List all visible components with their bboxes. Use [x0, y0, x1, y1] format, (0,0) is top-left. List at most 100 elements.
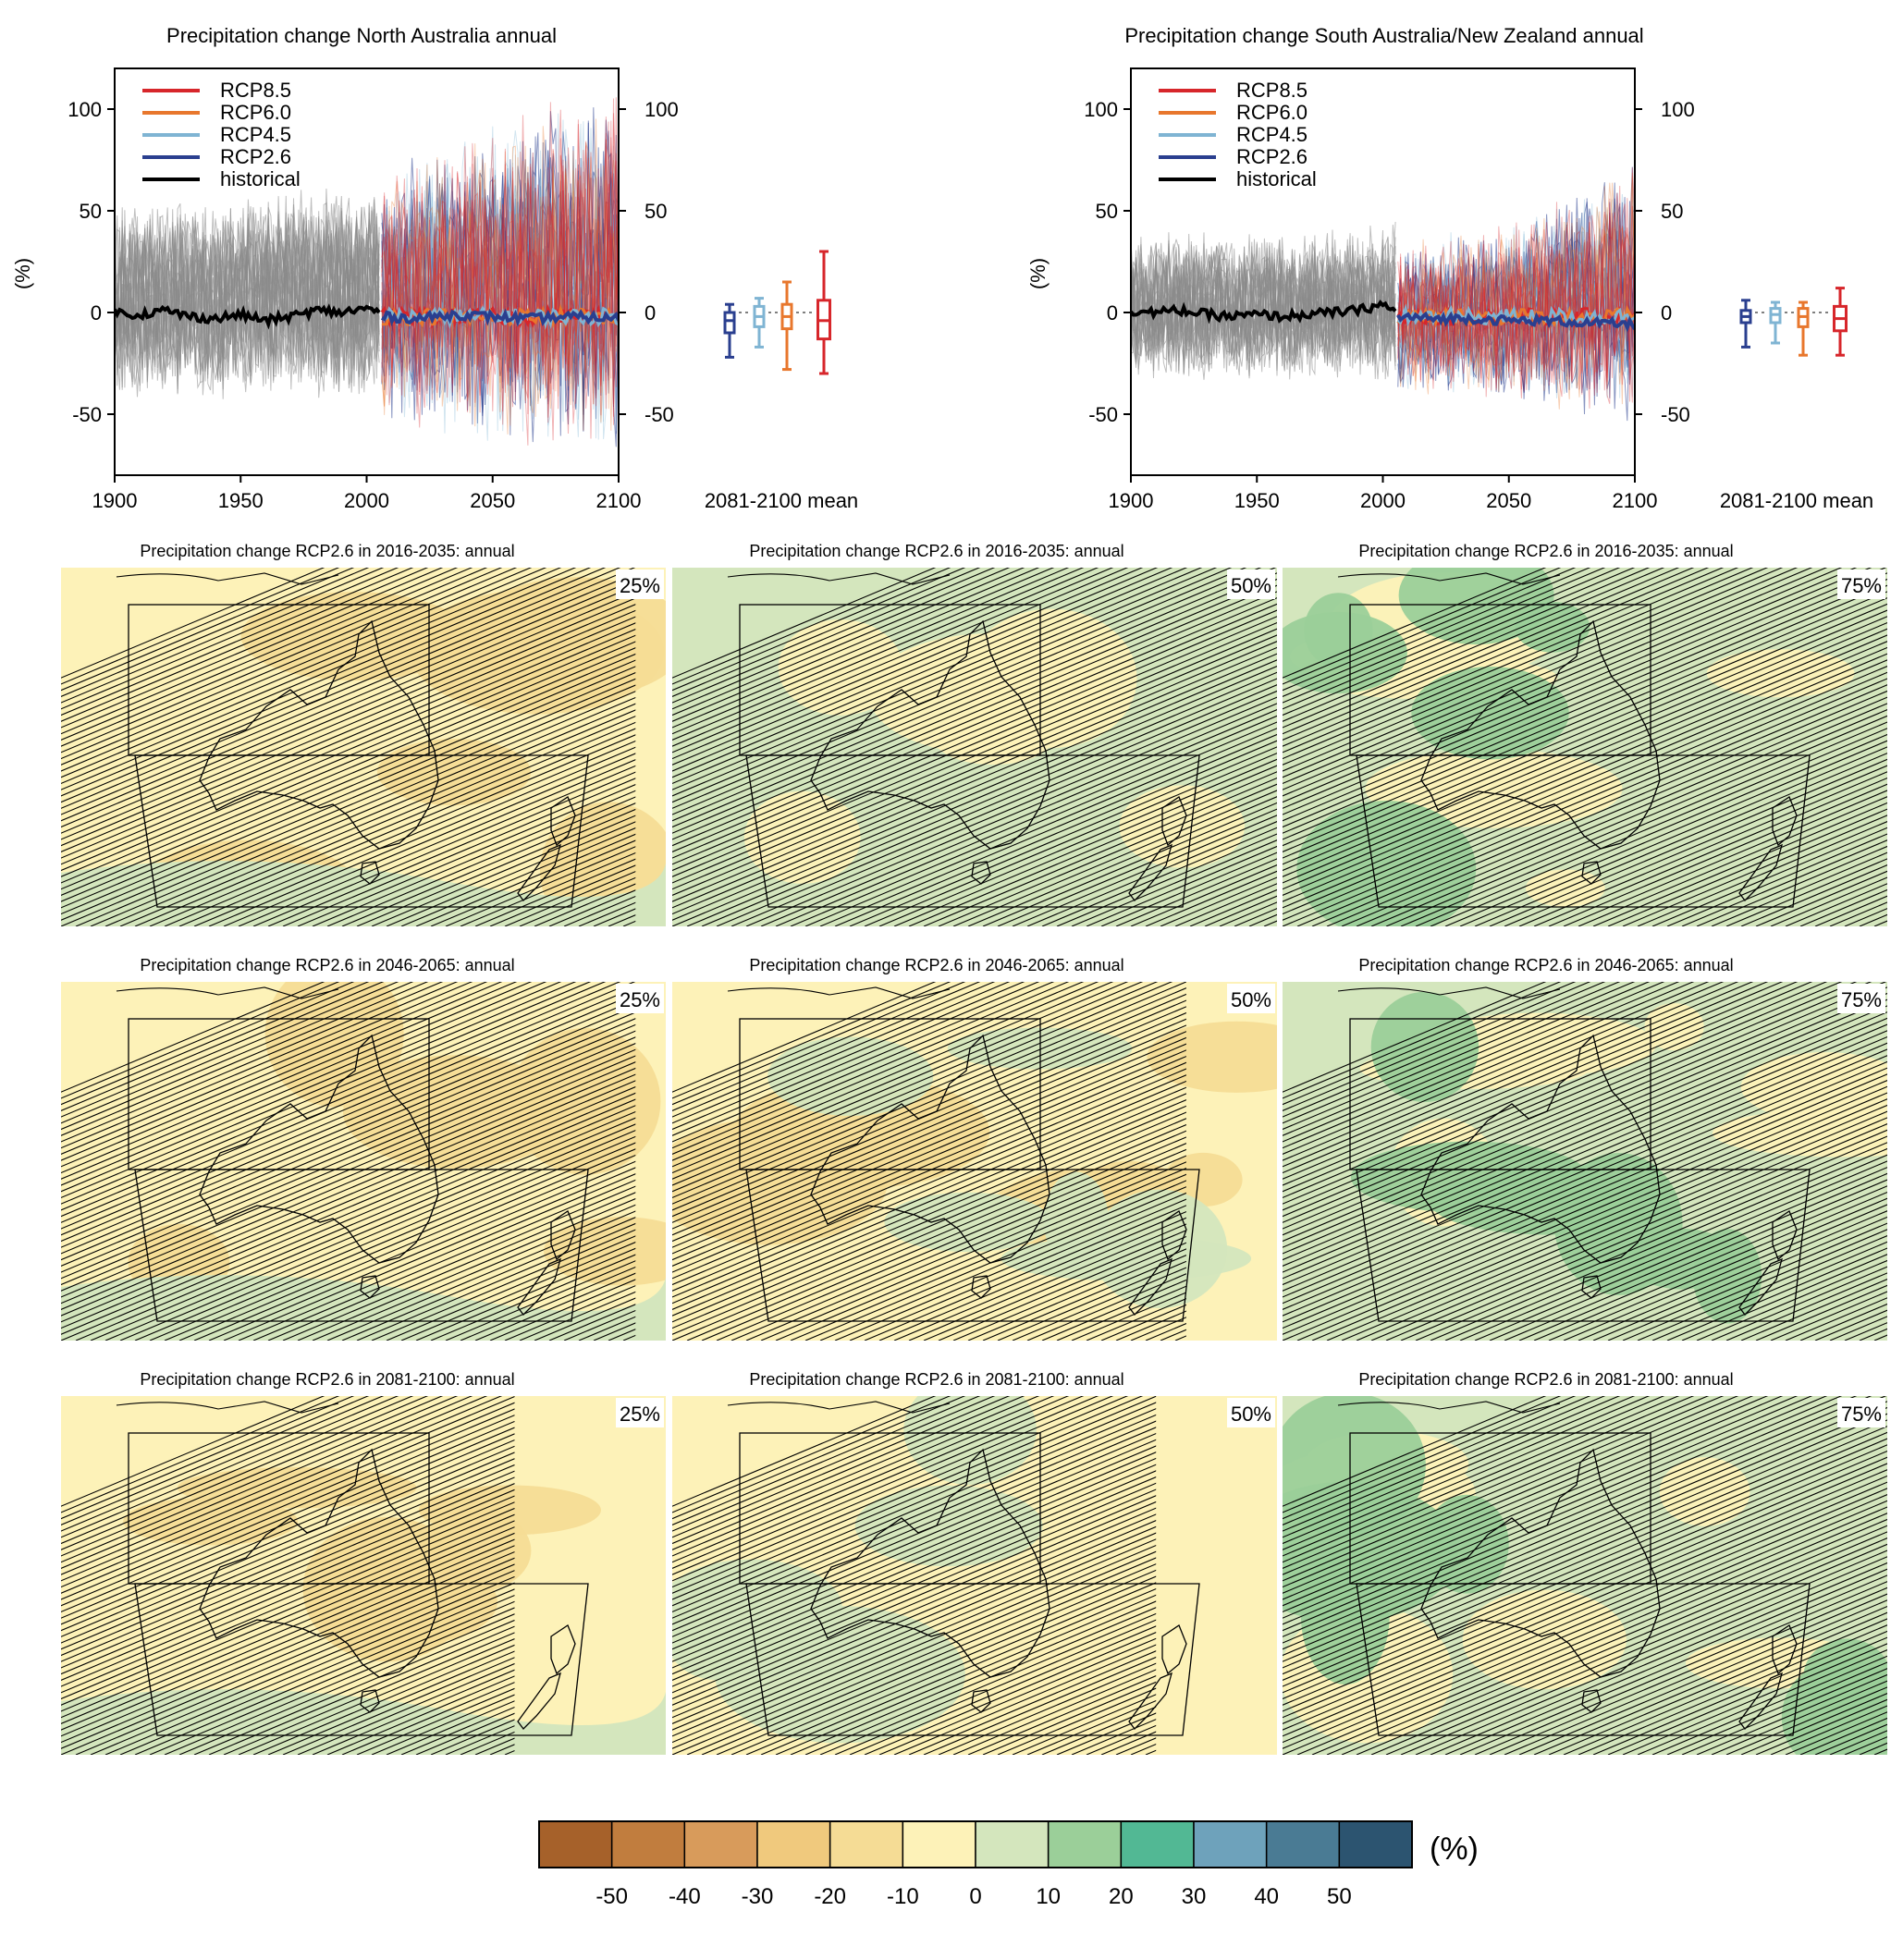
rcp45-member-line: [1397, 207, 1635, 382]
map-change-patch: [419, 1509, 532, 1592]
map-change-patch: [1163, 1152, 1243, 1207]
y-tick-label-left: 0: [1107, 301, 1118, 325]
rcp45-member-line: [1397, 199, 1635, 398]
map-hatch-group: [1283, 982, 1887, 1341]
ts2-title: Precipitation change South Australia/New…: [1124, 24, 1643, 47]
map-coast-indonesia: [116, 1401, 339, 1414]
map-hatching: [61, 982, 636, 1341]
map-hatch-group: [61, 1396, 515, 1755]
legend-label: RCP2.6: [220, 145, 291, 168]
colorbar-swatch: [610, 1820, 686, 1868]
y-tick-label-right: 0: [645, 301, 656, 325]
maps-grid: Precipitation change RCP2.6 in 2016-2035…: [61, 542, 1887, 1755]
colorbar-tick-label: -20: [814, 1884, 846, 1909]
ts2-clipped: [1131, 166, 1635, 422]
rcp85-member-line: [1397, 215, 1635, 403]
map-content: [61, 568, 666, 926]
ts2-ylabel: (%): [1026, 258, 1050, 289]
map-coast-nz-north: [550, 1624, 576, 1675]
y-tick-label-right: 100: [1661, 98, 1695, 121]
colorbar-swatch: [1120, 1820, 1195, 1868]
map-coast-nz-north: [1161, 1624, 1187, 1675]
y-tick-label-right: 50: [645, 200, 667, 223]
ts2-box-label: 2081-2100 mean: [1720, 489, 1873, 512]
colorbar-swatch: [902, 1820, 976, 1868]
rcp85-member-line: [381, 124, 619, 418]
map-hatch-group: [61, 568, 636, 926]
map-percentile-label: 75%: [1841, 574, 1882, 597]
rcp45-member-line: [1397, 225, 1635, 398]
map-content: [672, 1396, 1277, 1755]
colorbar-swatch: [1338, 1820, 1413, 1868]
rcp45-member-line: [381, 123, 619, 441]
rcp45-member-line: [381, 142, 619, 423]
map-region-south-australia-nz: [134, 754, 589, 908]
map-percentile-label: 75%: [1841, 1403, 1882, 1426]
map-percentile-bg: [616, 984, 664, 1013]
map-coast-nz-south: [1128, 1672, 1172, 1730]
map-title-r2c2: Precipitation change RCP2.6 in 2081-2100…: [1358, 1370, 1733, 1389]
ts1-clipped: [115, 97, 619, 454]
map-coast-australia: [810, 619, 1050, 850]
map-coast-nz-north: [1161, 1210, 1187, 1261]
colorbar-frame: [538, 1820, 1413, 1868]
map-coast-indonesia: [116, 986, 339, 999]
map-title-r0c0: Precipitation change RCP2.6 in 2016-2035…: [140, 542, 514, 560]
map-region-south-australia-nz: [134, 1583, 589, 1736]
map-hatch-group: [1283, 1396, 1887, 1755]
colorbar-tick-label: 20: [1109, 1884, 1134, 1909]
map-coast-nz-south: [1128, 843, 1172, 901]
x-tick-label: 1900: [92, 489, 138, 512]
map-panel-r2c1: 50%: [672, 1396, 1277, 1755]
map-hatching: [1283, 568, 1887, 926]
rcp85-member-line: [381, 98, 619, 414]
colorbar-tick-label: 10: [1036, 1884, 1061, 1909]
colorbar: (%) -50 -40 -30 -20 -10 0 10 20 30 40 50: [538, 1820, 1479, 1909]
map-hatching: [672, 568, 1277, 926]
map-coast-nz-north: [1161, 796, 1187, 847]
y-tick-label-right: 50: [1661, 200, 1683, 223]
map-coast-nz-north: [1772, 796, 1798, 847]
colorbar-swatch: [1265, 1820, 1341, 1868]
map-percentile-label: 25%: [620, 1403, 660, 1426]
map-hatching: [672, 982, 1186, 1341]
map-percentile-bg: [1837, 1398, 1885, 1427]
map-coast-indonesia: [1337, 986, 1561, 999]
rcp60-member-line: [381, 118, 619, 431]
map-change-patch: [1304, 593, 1373, 668]
colorbar-swatch: [756, 1820, 831, 1868]
map-percentile-bg: [616, 570, 664, 599]
map-hatching: [672, 1396, 1157, 1755]
x-tick-label: 2100: [596, 489, 642, 512]
map-panel-r1c2: 75%: [1283, 982, 1887, 1341]
colorbar-swatch: [829, 1820, 904, 1868]
colorbar-tick-label: -50: [595, 1884, 628, 1909]
y-tick-label-left: -50: [1088, 403, 1118, 426]
map-region-south-australia-nz: [134, 1169, 589, 1322]
box-body: [723, 311, 736, 335]
colorbar-swatch: [538, 1820, 613, 1868]
rcp85-member-line: [381, 153, 619, 439]
map-coast-nz-south: [1738, 843, 1783, 901]
rcp45-member-line: [381, 130, 619, 437]
ts1-axes: 1900 1950 2000 2050 2100 100 100 50 50 0 0 -50 -50: [68, 98, 678, 512]
map-title-r2c0: Precipitation change RCP2.6 in 2081-2100…: [140, 1370, 514, 1389]
colorbar-tick-label: 30: [1182, 1884, 1207, 1909]
timeseries-north-australia: Precipitation change North Australia ann…: [11, 24, 858, 512]
rcp85-member-line: [381, 102, 619, 412]
map-percentile-bg: [616, 1398, 664, 1427]
legend-label: historical: [220, 167, 301, 190]
y-tick-label-left: 50: [1096, 200, 1118, 223]
map-coast-nz-south: [517, 1672, 561, 1730]
colorbar-tick-label: -30: [742, 1884, 774, 1909]
colorbar-swatch: [975, 1820, 1050, 1868]
map-hatching: [61, 1396, 515, 1755]
legend-label: RCP4.5: [1236, 123, 1308, 146]
rcp85-member-line: [1397, 198, 1635, 391]
map-coast-nz-south: [1738, 1257, 1783, 1316]
map-title-r0c1: Precipitation change RCP2.6 in 2016-2035…: [749, 542, 1123, 560]
map-percentile-label: 75%: [1841, 988, 1882, 1011]
rcp45-member-line: [381, 113, 619, 440]
y-tick-label-left: 100: [1084, 98, 1118, 121]
rcp45-member-line: [1397, 216, 1635, 398]
